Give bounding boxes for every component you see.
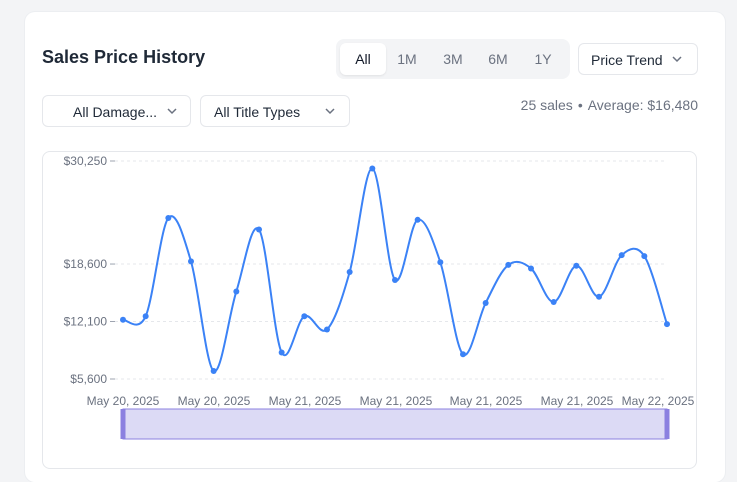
- chevron-down-icon: [167, 108, 177, 115]
- damage-filter-select[interactable]: All Damage...: [42, 95, 191, 127]
- x-tick-label: May 22, 2025: [622, 394, 695, 408]
- page-title: Sales Price History: [42, 47, 206, 67]
- data-point[interactable]: [641, 253, 648, 260]
- data-point[interactable]: [324, 326, 330, 333]
- data-point[interactable]: [482, 299, 489, 306]
- data-point[interactable]: [392, 276, 398, 283]
- range-1m-button[interactable]: 1M: [397, 51, 417, 67]
- data-point[interactable]: [437, 259, 444, 266]
- range-3m-button[interactable]: 3M: [443, 51, 463, 67]
- summary-separator: •: [577, 97, 583, 113]
- data-point[interactable]: [664, 321, 670, 328]
- data-point[interactable]: [120, 316, 126, 323]
- x-tick-label: May 20, 2025: [178, 394, 251, 408]
- data-point[interactable]: [346, 268, 353, 275]
- data-point[interactable]: [369, 165, 376, 172]
- range-all-button[interactable]: All: [340, 43, 386, 75]
- range-6m-button[interactable]: 6M: [488, 51, 508, 67]
- range-1y-button[interactable]: 1Y: [534, 51, 552, 67]
- view-mode-select[interactable]: Price Trend: [578, 43, 698, 75]
- data-point[interactable]: [233, 288, 240, 295]
- data-point[interactable]: [188, 258, 194, 265]
- data-point[interactable]: [301, 313, 308, 320]
- x-axis: May 20, 2025 May 20, 2025 May 21, 2025 May …: [87, 394, 695, 408]
- title-type-filter-select[interactable]: All Title Types: [200, 95, 350, 127]
- view-mode-label: Price Trend: [591, 52, 663, 68]
- time-range-toggle: All 1M 3M 6M 1Y: [336, 39, 570, 79]
- title-type-filter-label: All Title Types: [214, 104, 301, 120]
- data-point[interactable]: [505, 261, 512, 268]
- price-series-points: [120, 165, 670, 375]
- x-tick-label: May 21, 2025: [360, 394, 433, 408]
- y-tick-label: $18,600: [64, 257, 108, 271]
- data-point[interactable]: [414, 216, 421, 223]
- data-point[interactable]: [210, 368, 217, 375]
- x-tick-label: May 21, 2025: [450, 394, 523, 408]
- data-point[interactable]: [460, 351, 466, 358]
- data-point[interactable]: [573, 262, 580, 269]
- data-point[interactable]: [596, 293, 602, 300]
- chevron-down-icon: [672, 56, 682, 63]
- x-tick-label: May 21, 2025: [269, 394, 342, 408]
- brush-start-handle[interactable]: [120, 409, 126, 439]
- chevron-down-icon: [325, 108, 335, 115]
- y-axis: $30,250 $18,600 $12,100 $5,600: [64, 154, 115, 386]
- average-price: Average: $16,480: [587, 97, 698, 113]
- y-tick-label: $30,250: [64, 154, 108, 168]
- data-point[interactable]: [550, 299, 557, 306]
- data-point[interactable]: [256, 226, 262, 233]
- price-series-line: [122, 167, 668, 373]
- range-brush: [120, 408, 670, 440]
- data-point[interactable]: [278, 349, 285, 356]
- y-tick-label: $5,600: [70, 372, 107, 386]
- data-point[interactable]: [618, 252, 625, 259]
- brush-selection[interactable]: [122, 408, 668, 440]
- x-tick-label: May 20, 2025: [87, 394, 160, 408]
- y-tick-label: $12,100: [64, 315, 108, 329]
- damage-filter-label: All Damage...: [73, 104, 158, 120]
- data-point[interactable]: [142, 313, 149, 320]
- x-tick-label: May 21, 2025: [541, 394, 614, 408]
- data-point[interactable]: [165, 215, 172, 222]
- sales-count: 25 sales: [520, 97, 573, 113]
- sales-summary: 25 sales • Average: $16,480: [521, 97, 698, 113]
- brush-end-handle[interactable]: [664, 409, 670, 439]
- data-point[interactable]: [528, 265, 534, 272]
